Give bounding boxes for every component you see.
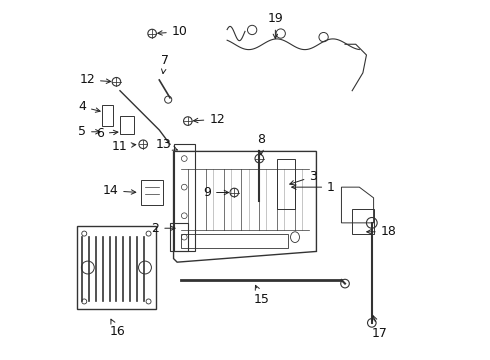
Bar [181,234,288,248]
Text: 12: 12 [194,113,225,126]
Text: 16: 16 [109,319,125,338]
Text: 13: 13 [156,138,177,151]
Text: 12: 12 [79,73,111,86]
Text: 15: 15 [254,285,270,306]
Text: 9: 9 [203,186,229,199]
Text: 8: 8 [257,133,265,155]
Text: 7: 7 [161,54,169,73]
Text: 2: 2 [151,222,175,235]
Text: 4: 4 [78,100,100,113]
Text: 10: 10 [158,25,188,38]
Text: 11: 11 [111,140,136,153]
Text: 3: 3 [290,170,317,185]
Text: 17: 17 [372,316,388,340]
Text: 14: 14 [102,184,136,197]
Text: 19: 19 [268,12,283,39]
Text: 1: 1 [292,181,335,194]
Text: 6: 6 [96,127,118,140]
Text: 18: 18 [367,225,396,238]
Text: 5: 5 [78,125,100,138]
